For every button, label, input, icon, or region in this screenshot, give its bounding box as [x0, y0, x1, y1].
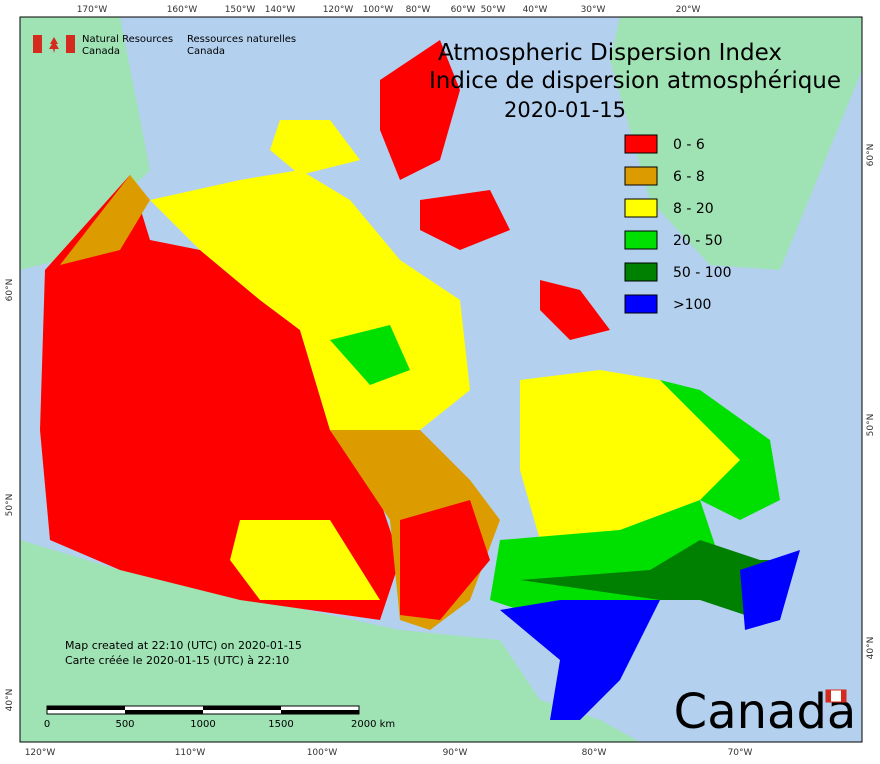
legend: 0 - 6 6 - 8 8 - 20 20 - 50 50 - 100 >100 [624, 134, 732, 314]
lon-label: 60°W [451, 5, 476, 15]
legend-label: 0 - 6 [673, 137, 705, 153]
wordmark-flag [841, 690, 846, 702]
scale-label: 0 [44, 719, 50, 730]
flag-bar [33, 35, 42, 53]
legend-label: 50 - 100 [673, 265, 732, 281]
lon-label: 140°W [265, 5, 296, 15]
legend-label: 20 - 50 [673, 233, 723, 249]
graticule-labels: 170°W 160°W 150°W 140°W 120°W 100°W 80°W 60°W 50… [5, 5, 876, 758]
lon-label: 20°W [676, 5, 701, 15]
scale-seg [203, 706, 281, 710]
scale-label: 1000 [190, 719, 215, 730]
usa [20, 540, 640, 742]
wordmark-flag [826, 690, 831, 702]
footer: Carte créée le 2020-01-15 (UTC) à 22:10 [65, 654, 289, 667]
lat-label: 60°N [866, 144, 876, 167]
lon-label: 160°W [167, 5, 198, 15]
title: Atmospheric Dispersion Index [438, 40, 782, 66]
org-en: Natural Resources [82, 34, 173, 45]
footer: Map created at 22:10 (UTC) on 2020-01-15 [65, 639, 302, 652]
org-en: Canada [82, 46, 120, 57]
lon-label: 100°W [307, 748, 338, 758]
nrcan-logo: Natural Resources Canada Ressources natu… [33, 34, 296, 57]
greenland [610, 17, 862, 270]
legend-label: >100 [673, 297, 711, 313]
org-fr: Canada [187, 46, 225, 57]
region-yellow-north [150, 170, 470, 500]
region-red-ellesmere [380, 40, 460, 180]
region-red-baffin [420, 190, 510, 250]
lon-label: 120°W [323, 5, 354, 15]
lat-label: 50°N [5, 494, 15, 517]
region-blue [500, 600, 660, 720]
lon-label: 50°W [481, 5, 506, 15]
lon-label: 90°W [443, 748, 468, 758]
legend-swatch [624, 230, 658, 250]
lon-label: 100°W [363, 5, 394, 15]
scale-bar [46, 705, 360, 715]
lon-label: 70°W [728, 748, 753, 758]
flag-leaf [49, 37, 59, 53]
region-green-nunavut [330, 325, 410, 385]
scale-label: 1500 [268, 719, 293, 730]
region-yellow-prairie [230, 520, 380, 600]
legend-swatch [624, 198, 658, 218]
legend-label: 6 - 8 [673, 169, 705, 185]
title: Indice de dispersion atmosphérique [429, 68, 841, 94]
legend-label: 8 - 20 [673, 201, 714, 217]
region-red-baffin-s [540, 280, 610, 340]
scale-labels: 0 500 1000 1500 2000 km [44, 719, 395, 730]
region-red-ontario [400, 500, 490, 620]
legend-swatch [624, 134, 658, 154]
date: 2020-01-15 [504, 98, 626, 122]
lon-label: 80°W [582, 748, 607, 758]
scale-seg [281, 710, 359, 714]
scale-label: 500 [115, 719, 134, 730]
region-green-labrador [660, 380, 780, 520]
region-red-west [40, 175, 400, 620]
legend-swatch [624, 262, 658, 282]
org-fr: Ressources naturelles [187, 34, 296, 45]
lon-label: 120°W [25, 748, 56, 758]
region-orange-nw [60, 175, 150, 265]
scale-seg [125, 710, 203, 714]
lat-label: 50°N [866, 414, 876, 437]
lat-label: 40°N [866, 637, 876, 660]
legend-swatch [624, 166, 658, 186]
lon-label: 170°W [77, 5, 108, 15]
lon-label: 80°W [406, 5, 431, 15]
scale-label: 2000 km [351, 719, 395, 730]
lat-label: 40°N [5, 689, 15, 712]
frame-border [19, 16, 863, 743]
map-body [19, 16, 863, 743]
lon-label: 150°W [225, 5, 256, 15]
legend-swatch [624, 294, 658, 314]
alaska [20, 17, 150, 270]
region-blue-maritimes [740, 550, 800, 630]
lon-label: 110°W [175, 748, 206, 758]
lon-label: 30°W [581, 5, 606, 15]
flag-bar [66, 35, 75, 53]
region-yellow-islands [270, 120, 360, 175]
region-darkgreen [520, 540, 790, 620]
lon-label: 40°W [523, 5, 548, 15]
lat-label: 60°N [5, 279, 15, 302]
scale-seg [47, 706, 125, 710]
